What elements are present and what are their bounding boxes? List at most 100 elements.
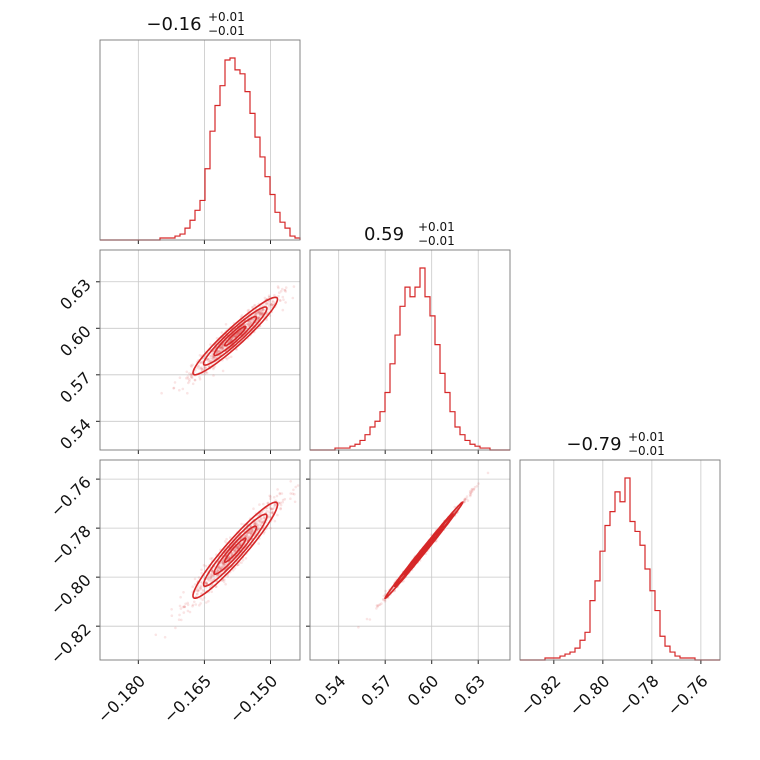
sample-point bbox=[267, 515, 271, 519]
sample-point bbox=[217, 565, 220, 568]
sample-point bbox=[269, 302, 272, 305]
sample-point bbox=[251, 530, 254, 534]
sample-point bbox=[279, 501, 282, 505]
sample-point bbox=[261, 312, 264, 316]
sample-point bbox=[205, 371, 209, 375]
sample-point bbox=[200, 368, 204, 371]
sample-point bbox=[197, 364, 200, 368]
sample-point bbox=[207, 576, 210, 580]
sample-point bbox=[174, 626, 177, 630]
sample-point bbox=[253, 522, 256, 526]
sample-point bbox=[218, 567, 222, 570]
sample-point bbox=[377, 603, 381, 607]
sample-point bbox=[271, 507, 274, 511]
sample-point bbox=[182, 591, 185, 594]
sample-point bbox=[226, 575, 229, 578]
sample-point bbox=[210, 590, 213, 594]
sample-point bbox=[248, 529, 252, 533]
sample-point bbox=[258, 503, 261, 506]
sample-point bbox=[177, 618, 181, 621]
sample-point bbox=[221, 561, 224, 565]
contour-level-4 bbox=[192, 501, 279, 599]
sample-point bbox=[204, 371, 208, 374]
sample-point bbox=[230, 553, 234, 556]
sample-point bbox=[265, 302, 268, 306]
x-tick-label: −0.150 bbox=[226, 671, 281, 726]
sample-point bbox=[221, 561, 225, 565]
sample-point bbox=[257, 316, 260, 319]
sample-point bbox=[191, 585, 194, 588]
sample-point bbox=[205, 581, 208, 584]
sample-point bbox=[219, 345, 223, 348]
sample-point bbox=[249, 322, 252, 326]
sample-point bbox=[221, 346, 225, 350]
sample-point bbox=[229, 536, 232, 539]
sample-point bbox=[273, 294, 276, 297]
sample-point bbox=[163, 635, 167, 639]
sample-point bbox=[247, 531, 251, 534]
sample-point bbox=[278, 299, 282, 302]
sample-point bbox=[199, 361, 203, 364]
sample-point bbox=[209, 359, 212, 363]
sample-point bbox=[240, 561, 243, 564]
sample-points bbox=[154, 480, 300, 639]
sample-point bbox=[256, 310, 260, 314]
sample-point bbox=[243, 323, 247, 327]
sample-point bbox=[267, 302, 270, 306]
sample-point bbox=[205, 601, 208, 604]
y-tick-label: −0.76 bbox=[47, 472, 95, 520]
sample-point bbox=[463, 500, 467, 504]
sample-point bbox=[258, 312, 262, 315]
sample-point bbox=[245, 532, 249, 536]
sample-point bbox=[289, 492, 293, 495]
sample-point bbox=[210, 356, 213, 360]
hist-panel-1: 0.59 +0.01−0.01 bbox=[309, 220, 511, 454]
sample-point bbox=[232, 549, 236, 553]
contour-level-2 bbox=[213, 525, 258, 575]
sample-point bbox=[255, 521, 259, 524]
sample-point bbox=[247, 531, 250, 535]
sample-point bbox=[186, 391, 189, 395]
sample-point bbox=[206, 357, 210, 361]
sample-point bbox=[188, 610, 192, 614]
sample-point bbox=[382, 594, 386, 598]
sample-point bbox=[185, 370, 189, 374]
sample-point bbox=[241, 558, 245, 562]
sample-point bbox=[268, 314, 272, 317]
sample-point bbox=[231, 569, 235, 572]
sample-point bbox=[208, 354, 212, 358]
sample-point bbox=[245, 534, 248, 537]
sample-point bbox=[257, 518, 261, 522]
sample-point bbox=[259, 523, 263, 526]
sample-point bbox=[257, 316, 260, 320]
sample-point bbox=[220, 345, 223, 349]
sample-point bbox=[257, 312, 260, 315]
contour-level-2 bbox=[213, 315, 258, 357]
sample-point bbox=[199, 586, 202, 590]
sample-point bbox=[233, 334, 237, 338]
sample-point bbox=[205, 581, 209, 585]
param-title-minus-2: −0.01 bbox=[628, 444, 665, 458]
sample-point bbox=[246, 537, 250, 540]
sample-point bbox=[284, 290, 288, 293]
sample-point bbox=[234, 334, 237, 338]
sample-point bbox=[220, 562, 223, 565]
sample-point bbox=[260, 510, 264, 514]
sample-point bbox=[271, 300, 275, 303]
sample-point bbox=[208, 574, 211, 578]
sample-point bbox=[221, 563, 225, 567]
sample-point bbox=[292, 488, 295, 492]
sample-point bbox=[260, 517, 263, 521]
sample-point bbox=[279, 507, 282, 511]
sample-point bbox=[189, 372, 193, 376]
sample-point bbox=[180, 618, 183, 622]
sample-point bbox=[221, 344, 225, 347]
sample-point bbox=[178, 613, 181, 617]
sample-point bbox=[258, 311, 262, 315]
sample-point bbox=[204, 582, 208, 585]
histogram-2 bbox=[520, 477, 720, 661]
sample-point bbox=[229, 339, 232, 342]
sample-point bbox=[472, 488, 476, 491]
sample-points bbox=[357, 471, 490, 629]
sample-point bbox=[200, 581, 204, 585]
